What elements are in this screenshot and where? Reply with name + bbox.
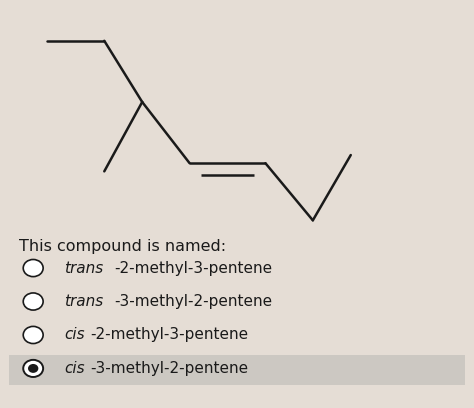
Text: trans: trans	[64, 294, 103, 309]
Text: -3-methyl-2-pentene: -3-methyl-2-pentene	[91, 361, 249, 376]
Circle shape	[28, 364, 38, 373]
FancyBboxPatch shape	[9, 355, 465, 385]
Text: cis: cis	[64, 328, 85, 342]
Text: cis: cis	[64, 361, 85, 376]
Circle shape	[23, 293, 43, 310]
Text: -2-methyl-3-pentene: -2-methyl-3-pentene	[115, 261, 273, 275]
Text: trans: trans	[64, 261, 103, 275]
Circle shape	[23, 360, 43, 377]
Text: -2-methyl-3-pentene: -2-methyl-3-pentene	[91, 328, 249, 342]
Text: This compound is named:: This compound is named:	[19, 239, 226, 254]
Circle shape	[23, 326, 43, 344]
Text: -3-methyl-2-pentene: -3-methyl-2-pentene	[115, 294, 273, 309]
Circle shape	[23, 259, 43, 277]
